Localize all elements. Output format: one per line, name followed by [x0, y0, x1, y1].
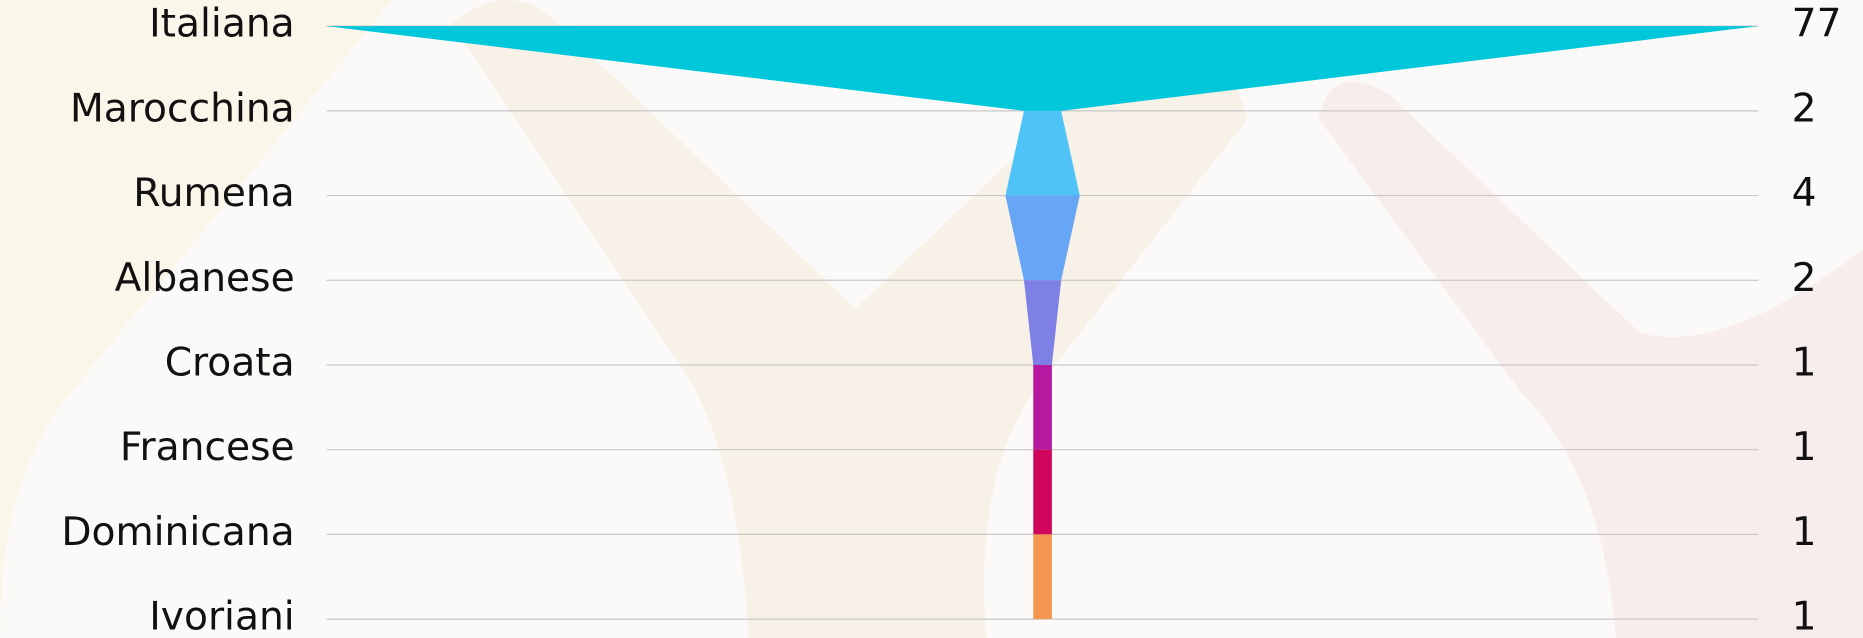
category-label: Francese: [120, 425, 295, 470]
category-label: Ivoriani: [149, 595, 294, 638]
value-label: 1: [1792, 425, 1817, 470]
funnel-segment: [326, 26, 1759, 111]
value-label: 4: [1792, 171, 1817, 216]
category-label: Dominicana: [61, 510, 294, 555]
value-label: 2: [1792, 86, 1817, 131]
funnel-segment: [1033, 364, 1052, 450]
category-label: Croata: [165, 340, 295, 385]
category-label: Rumena: [133, 171, 294, 216]
category-label: Albanese: [115, 256, 295, 301]
funnel-segment: [1005, 110, 1080, 196]
category-label: Italiana: [149, 2, 295, 47]
funnel-segment: [1033, 534, 1052, 620]
value-label: 1: [1792, 340, 1817, 385]
value-label: 77: [1792, 2, 1842, 47]
funnel-segment: [1033, 449, 1052, 535]
value-label: 1: [1792, 510, 1817, 555]
funnel-segment: [1005, 195, 1080, 281]
category-label: Marocchina: [70, 86, 295, 131]
value-label: 2: [1792, 256, 1817, 301]
funnel-segment: [1023, 280, 1062, 365]
value-label: 1: [1792, 595, 1817, 638]
